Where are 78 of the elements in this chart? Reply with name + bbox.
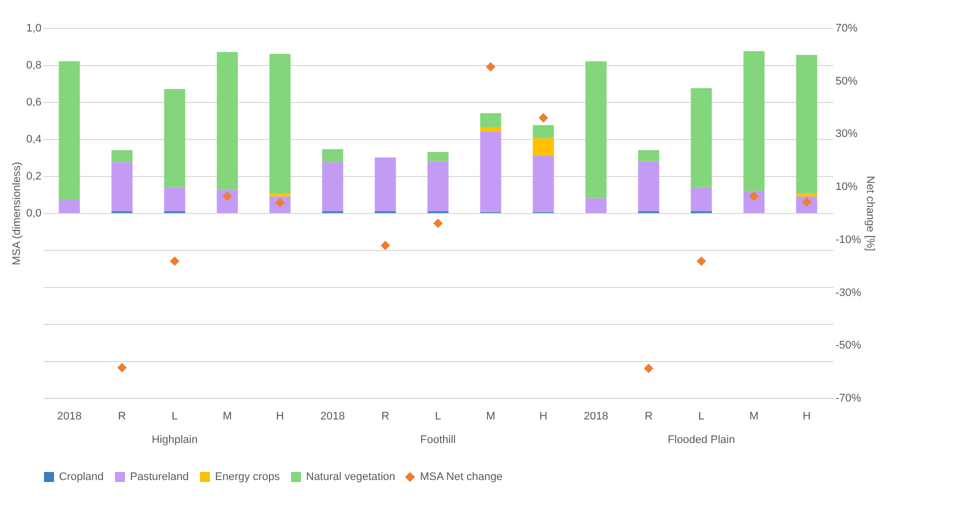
point [644,364,654,374]
x-tick-label: M [486,410,496,422]
y2-tick-label: 50% [836,75,858,88]
point [538,113,548,123]
bar [480,126,502,132]
x-tick-label: R [381,410,390,422]
bar [164,89,186,188]
y2-tick-label: 30% [836,128,858,140]
text: Foothill [420,434,456,446]
point [433,218,443,228]
bar [743,51,765,191]
bar [111,162,133,212]
legend-label: Cropland [59,471,104,483]
point [117,362,127,372]
legend-label: Energy crops [215,471,280,483]
bar [427,152,449,162]
x-tick-label: H [539,410,548,422]
y2-tick-label: -30% [836,286,862,299]
bar [532,125,554,138]
x-tick-label: R [644,410,653,422]
bar [638,161,660,212]
bar [796,54,818,194]
bar [480,113,502,127]
bar [427,161,449,212]
text: Flooded Plain [668,434,735,446]
y-axis-title: MSA (dimensionless) [11,162,24,266]
y-tick-label: 0,8 [26,60,42,72]
x-tick-label: L [434,410,442,422]
bar [585,61,607,198]
y2-tick-label: 10% [836,181,858,194]
bar [269,194,291,196]
y-tick-label: 1,0 [26,22,42,34]
legend-label: MSA Net change [420,471,503,483]
y2-tick-label: -10% [836,234,862,246]
bar [532,138,554,156]
bar [216,190,238,213]
x-tick-label: 2018 [584,410,608,422]
bar [164,187,186,212]
y2-tick-label: -70% [836,392,862,404]
point [749,192,759,202]
y2-tick-label: -50% [836,340,862,352]
x-tick-label: R [118,410,126,422]
x-tick-label: 2018 [320,410,345,422]
bar [58,61,80,200]
bar [269,54,291,194]
bar [111,150,133,162]
x-tick-label: L [172,410,178,422]
bar [796,194,818,196]
y-tick-label: 0,6 [26,96,42,108]
point [696,256,706,266]
x-tick-label: L [698,410,704,422]
x-tick-label: H [802,410,811,422]
bar [480,132,502,212]
bar [690,187,712,212]
y2-axis-title: Net change [%] [864,176,876,252]
bar [58,200,80,213]
legend-label: Pastureland [130,471,189,483]
bar [638,150,660,162]
x-tick-label: 2018 [57,410,82,422]
y-tick-label: 0,0 [26,208,42,220]
bar [216,52,238,190]
x-tick-label: H [276,410,284,422]
bar [322,149,344,162]
bar [690,88,712,188]
bar [374,158,396,212]
point [486,62,496,72]
x-tick-label: M [222,410,232,422]
text: Highplain [152,434,198,446]
bar [322,162,344,212]
legend-label: Natural vegetation [306,471,396,483]
point [380,240,390,250]
x-tick-label: M [749,410,759,422]
bar [585,198,607,213]
y-tick-label: 0,4 [26,134,42,146]
point [170,256,180,266]
y-tick-label: 0,2 [26,170,42,182]
bar [532,156,554,212]
y2-tick-label: 70% [836,22,858,34]
